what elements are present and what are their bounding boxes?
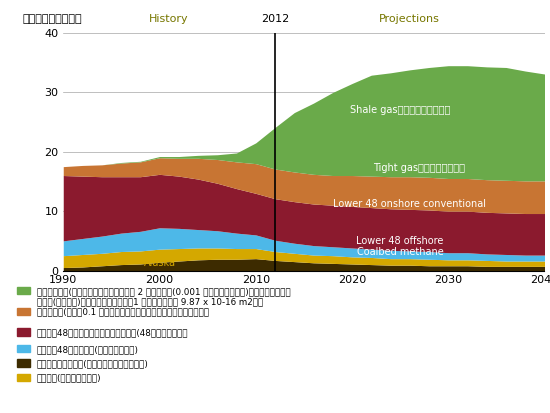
Text: Alaska: Alaska [144, 258, 175, 268]
Text: Projections: Projections [379, 14, 440, 24]
Text: （兆立方フィート）: （兆立方フィート） [23, 14, 82, 24]
Text: シェールガス(タイトガスよりも浸透率が 2 枕以上低い(0.001 ミリダルシー未満)泥岩の一種である
る頁岩(シェール)に含まれる天然ガス（1 ミリダルシー＝: シェールガス(タイトガスよりも浸透率が 2 枕以上低い(0.001 ミリダルシー… [37, 287, 290, 306]
Text: アラスカ(アラスカ産ガス): アラスカ(アラスカ産ガス) [37, 374, 101, 383]
Text: Coalbed methane: Coalbed methane [357, 247, 443, 257]
Text: ローワー48オフショア(洋上開発型ガス): ローワー48オフショア(洋上開発型ガス) [37, 345, 139, 354]
Text: コールベッドメタン(石炎層に吸着したメタン): コールベッドメタン(石炎層に吸着したメタン) [37, 359, 148, 368]
Text: タイトガス(浸透率0.1 ミリダルシー未満の砂岩に含まれる天然ガス）: タイトガス(浸透率0.1 ミリダルシー未満の砂岩に含まれる天然ガス） [37, 308, 209, 317]
Text: History: History [149, 14, 189, 24]
Text: ローワー48オンショアコンベンショナル(48州在来型ガス）: ローワー48オンショアコンベンショナル(48州在来型ガス） [37, 328, 189, 337]
Text: Lower 48 onshore conventional: Lower 48 onshore conventional [333, 199, 486, 209]
Text: Lower 48 offshore: Lower 48 offshore [356, 236, 444, 246]
Text: Shale gas　（シェールガス）: Shale gas （シェールガス） [350, 105, 450, 115]
Text: Tight gas　（タイトガス）: Tight gas （タイトガス） [373, 164, 465, 173]
Text: 2012: 2012 [261, 14, 289, 24]
